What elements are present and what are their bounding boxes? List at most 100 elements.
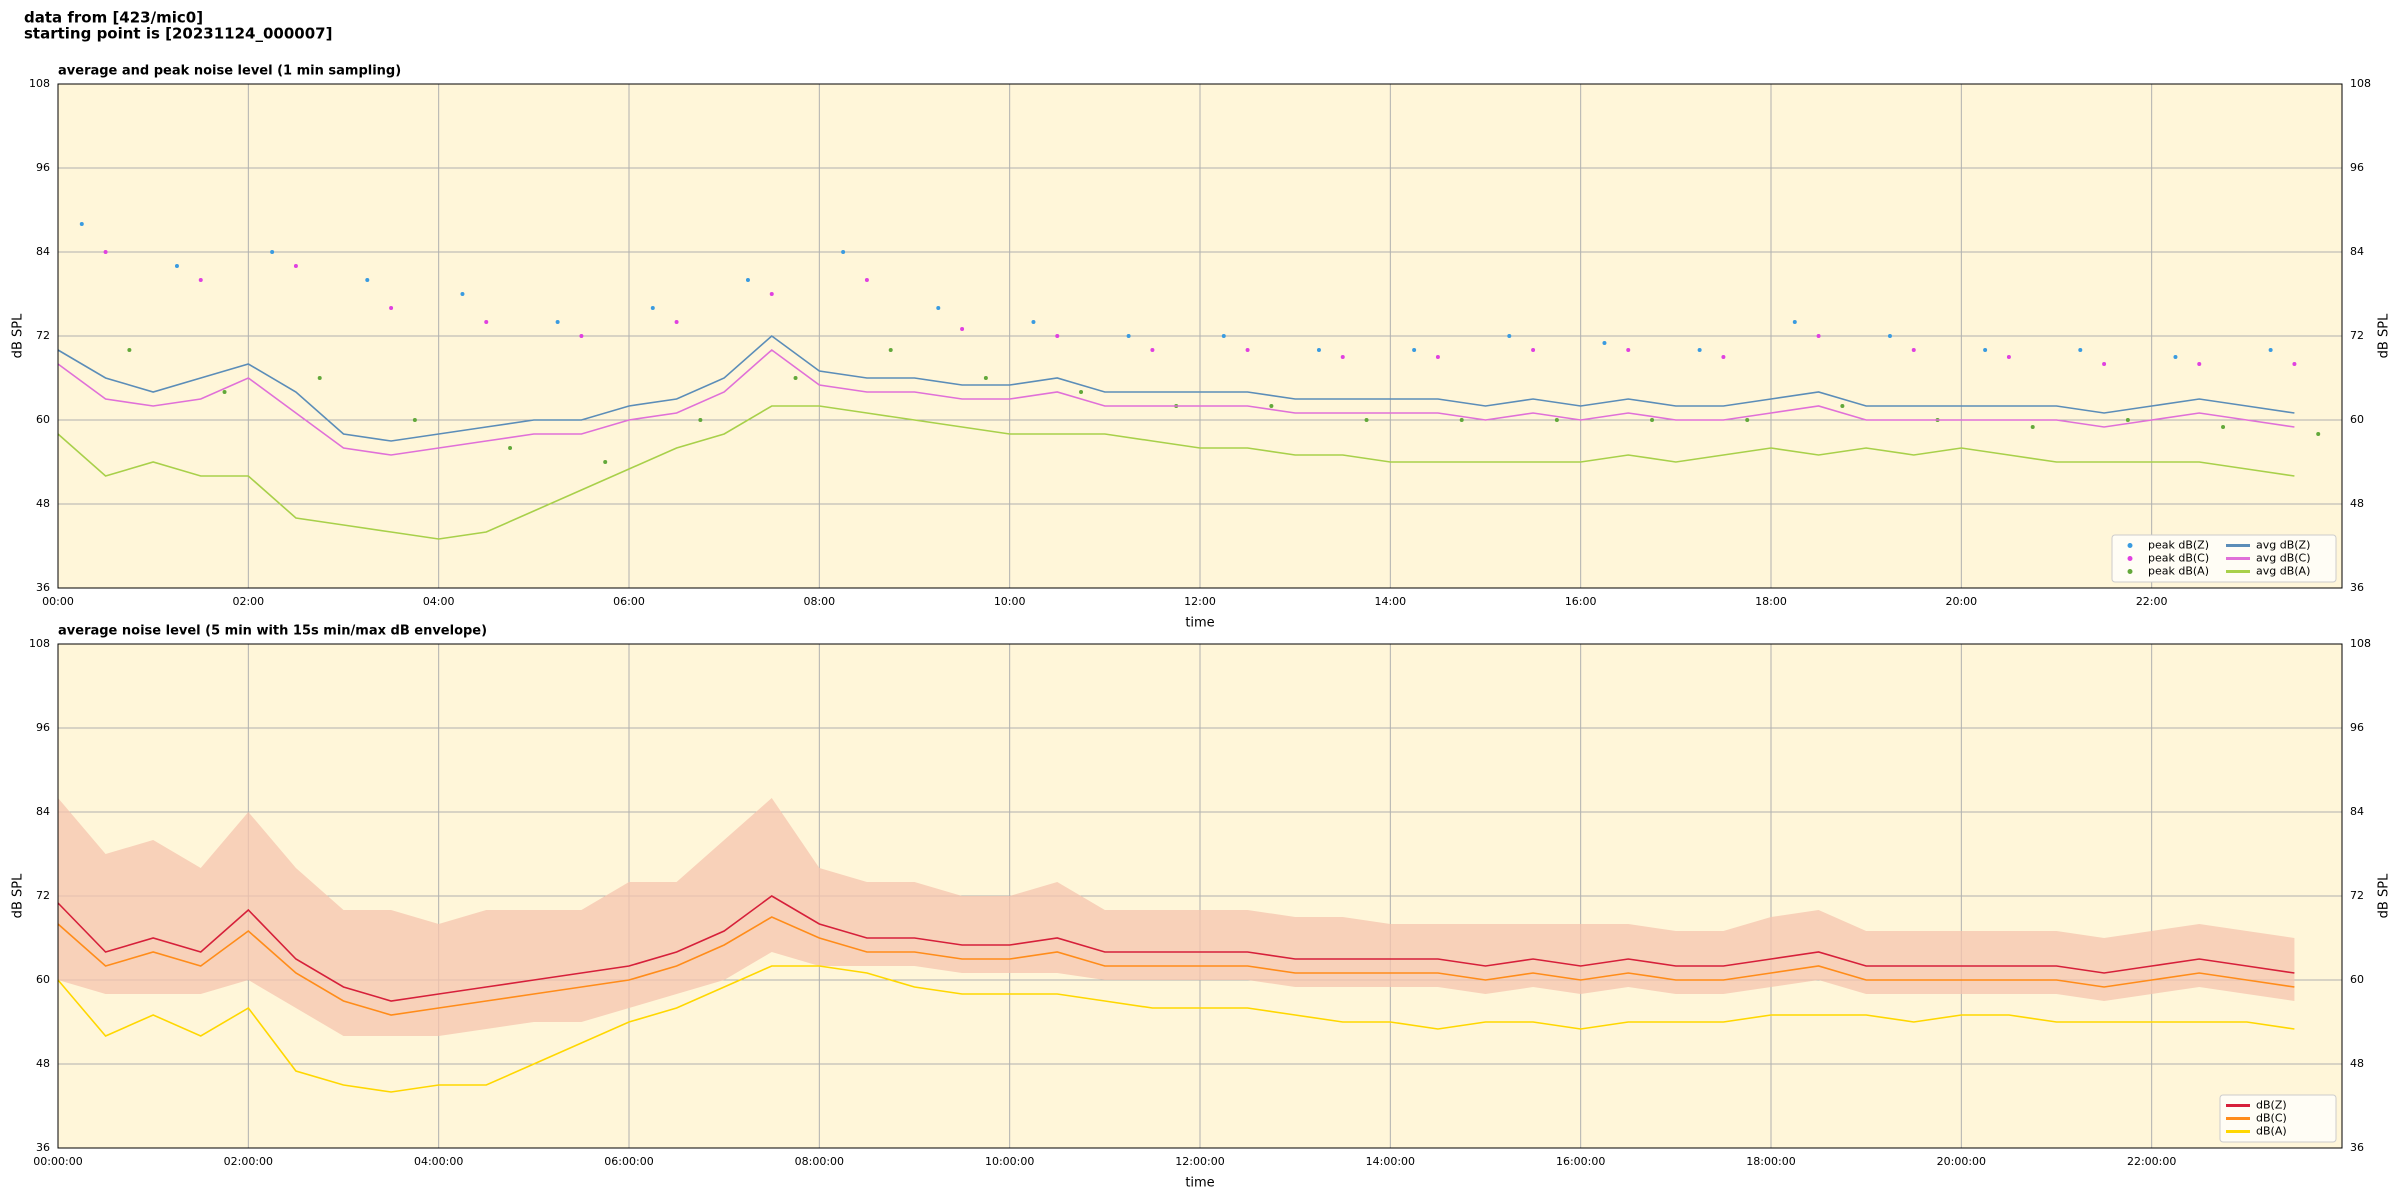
peak-dot [1364,418,1369,422]
peak-dot [1245,348,1250,352]
peak-dot [317,376,322,380]
chart-title: average and peak noise level (1 min samp… [58,64,401,79]
chart-title: average noise level (5 min with 15s min/… [58,624,487,639]
peak-dot [1316,348,1321,352]
legend-label: dB(C) [2256,1112,2287,1125]
plot-frame [57,83,2343,589]
peak-dot [1055,334,1060,338]
peak-dot [864,278,869,282]
header-line: starting point is [20231124_000007] [24,25,332,43]
legend-swatch [2127,569,2133,574]
peak-dot [508,446,513,450]
peak-dot [1840,404,1845,408]
peak-dot [103,250,108,254]
peak-dot [1816,334,1821,338]
header-line: data from [423/mic0] [24,9,203,27]
peak-dot [2006,355,2011,359]
y-tick-label: 48 [36,497,50,510]
legend-label: avg dB(C) [2256,552,2311,565]
legend-label: peak dB(C) [2148,552,2209,565]
peak-dot [793,376,798,380]
peak-dot [2292,362,2297,366]
peak-dot [1435,355,1440,359]
x-tick-label: 08:00:00 [795,1155,844,1168]
x-tick-label: 06:00 [613,595,645,608]
peak-dot [1626,348,1631,352]
y2-axis-label: dB SPL [2377,313,2392,358]
legend-swatch [2127,556,2133,561]
peak-dot [2030,425,2035,429]
peak-dot [412,418,417,422]
peak-dot [936,306,941,310]
series-line [57,348,2295,456]
peak-dot [2268,348,2273,352]
y2-tick-label: 36 [2350,1141,2364,1154]
peak-dot [222,390,227,394]
peak-dot [460,292,465,296]
peak-dot [1650,418,1655,422]
peak-dot [1150,348,1155,352]
peak-dot [1887,334,1892,338]
peak-dot [2197,362,2202,366]
x-tick-label: 06:00:00 [604,1155,653,1168]
series-line [57,916,2295,1016]
x-tick-label: 14:00:00 [1366,1155,1415,1168]
x-tick-label: 20:00:00 [1937,1155,1986,1168]
peak-dot [1602,341,1607,345]
peak-dot [1792,320,1797,324]
peak-dot [650,306,655,310]
y-tick-label: 72 [36,889,50,902]
peak-dot [79,222,84,226]
peak-dot [174,264,179,268]
x-tick-label: 12:00:00 [1175,1155,1224,1168]
y2-tick-label: 84 [2350,245,2364,258]
peak-dot [769,292,774,296]
y-tick-label: 60 [36,973,50,986]
peak-dot [888,348,893,352]
peak-dot [2316,432,2321,436]
y-tick-label: 36 [36,581,50,594]
y-tick-label: 60 [36,413,50,426]
y-tick-label: 84 [36,805,50,818]
peak-dot [365,278,370,282]
x-tick-label: 10:00 [994,595,1026,608]
plot-frame [57,643,2343,1149]
peak-dot [293,264,298,268]
x-tick-label: 22:00 [2136,595,2168,608]
y-tick-label: 84 [36,245,50,258]
peak-dot [674,320,679,324]
peak-dot [1745,418,1750,422]
y-tick-label: 48 [36,1057,50,1070]
series-line [57,334,2295,442]
peak-dot [389,306,394,310]
y2-tick-label: 72 [2350,329,2364,342]
peak-dot [127,348,132,352]
y2-tick-label: 108 [2350,637,2371,650]
legend-label: dB(A) [2256,1125,2287,1138]
y2-tick-label: 96 [2350,161,2364,174]
peak-dot [603,460,608,464]
legend-swatch [2127,543,2133,548]
x-tick-label: 20:00 [1945,595,1977,608]
x-tick-label: 10:00:00 [985,1155,1034,1168]
x-tick-label: 00:00:00 [33,1155,82,1168]
y2-tick-label: 36 [2350,581,2364,594]
peak-dot [745,278,750,282]
y2-tick-label: 108 [2350,77,2371,90]
peak-dot [960,327,965,331]
peak-dot [1531,348,1536,352]
peak-dot [1697,348,1702,352]
y-tick-label: 108 [29,637,50,650]
x-tick-label: 02:00 [232,595,264,608]
x-axis-label: time [1185,616,1214,631]
y2-tick-label: 84 [2350,805,2364,818]
peak-dot [1340,355,1345,359]
peak-dot [579,334,584,338]
peak-dot [1269,404,1274,408]
peak-dot [1126,334,1131,338]
x-tick-label: 04:00:00 [414,1155,463,1168]
y2-tick-label: 48 [2350,497,2364,510]
peak-dot [1412,348,1417,352]
peak-dot [270,250,275,254]
